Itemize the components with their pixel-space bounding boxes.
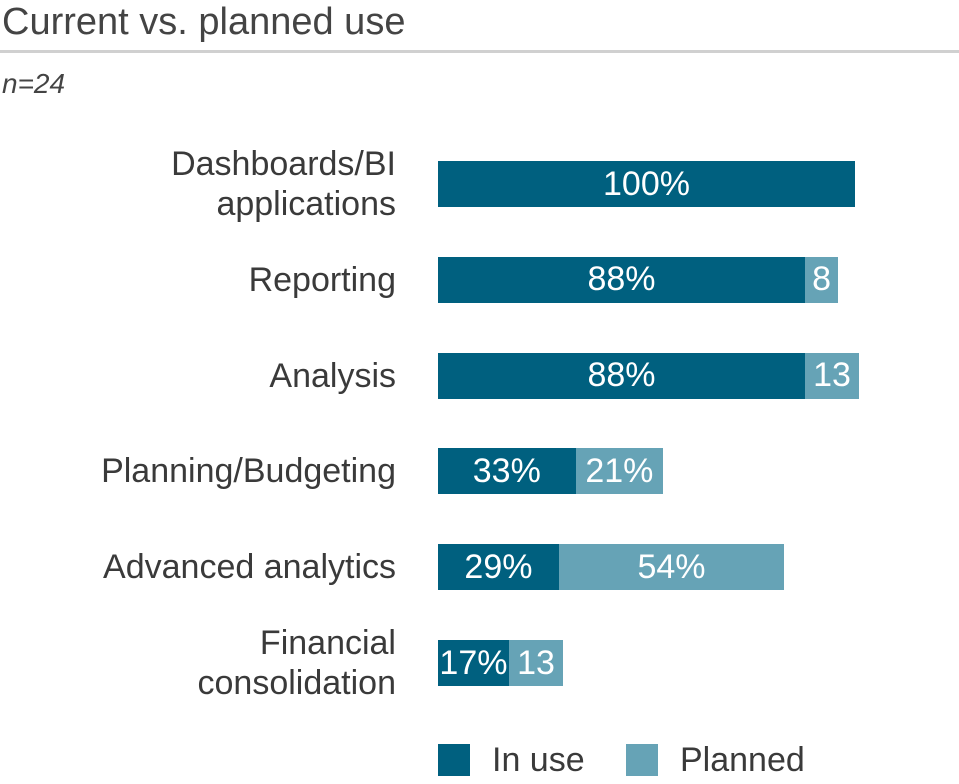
category-label: Advanced analytics (103, 548, 396, 587)
bar-segment: 13 (804, 352, 860, 399)
bar-segment: 54% (558, 544, 785, 591)
legend-label: In use (492, 741, 585, 779)
bar-segment: 88% (438, 352, 805, 399)
value-label: 13 (517, 643, 555, 682)
bar-segment: 88% (438, 256, 805, 303)
category-label: Reporting (248, 260, 396, 299)
category-label: Planning/Budgeting (101, 452, 396, 491)
value-label: 88% (587, 356, 656, 395)
value-label: 17% (439, 643, 508, 682)
chart-subtitle: n=24 (2, 68, 66, 99)
value-label: 33% (472, 451, 541, 490)
bar-segment: 33% (438, 448, 576, 495)
category-label: Analysis (269, 356, 396, 395)
bar-segment: 8 (804, 256, 839, 303)
title-rule (0, 50, 959, 53)
legend-swatch (626, 744, 658, 776)
bar-segment: 17% (438, 640, 509, 686)
category-label: Dashboards/BI applications (171, 145, 396, 223)
value-label: 54% (637, 547, 706, 586)
chart-title: Current vs. planned use (2, 1, 406, 43)
legend-label: Planned (680, 741, 805, 779)
value-label: 29% (464, 547, 533, 586)
value-label: 100% (603, 164, 690, 203)
value-label: 8 (812, 260, 832, 299)
bar-segment: 100% (438, 161, 855, 207)
value-label: 21% (585, 451, 654, 490)
category-label: Financial consolidation (197, 624, 396, 702)
bar-segment: 29% (438, 544, 559, 591)
value-label: 88% (587, 260, 656, 299)
bar-segment: 21% (575, 448, 664, 495)
value-label: 13 (813, 356, 851, 395)
legend-swatch (438, 744, 470, 776)
bar-segment: 13 (508, 640, 564, 686)
